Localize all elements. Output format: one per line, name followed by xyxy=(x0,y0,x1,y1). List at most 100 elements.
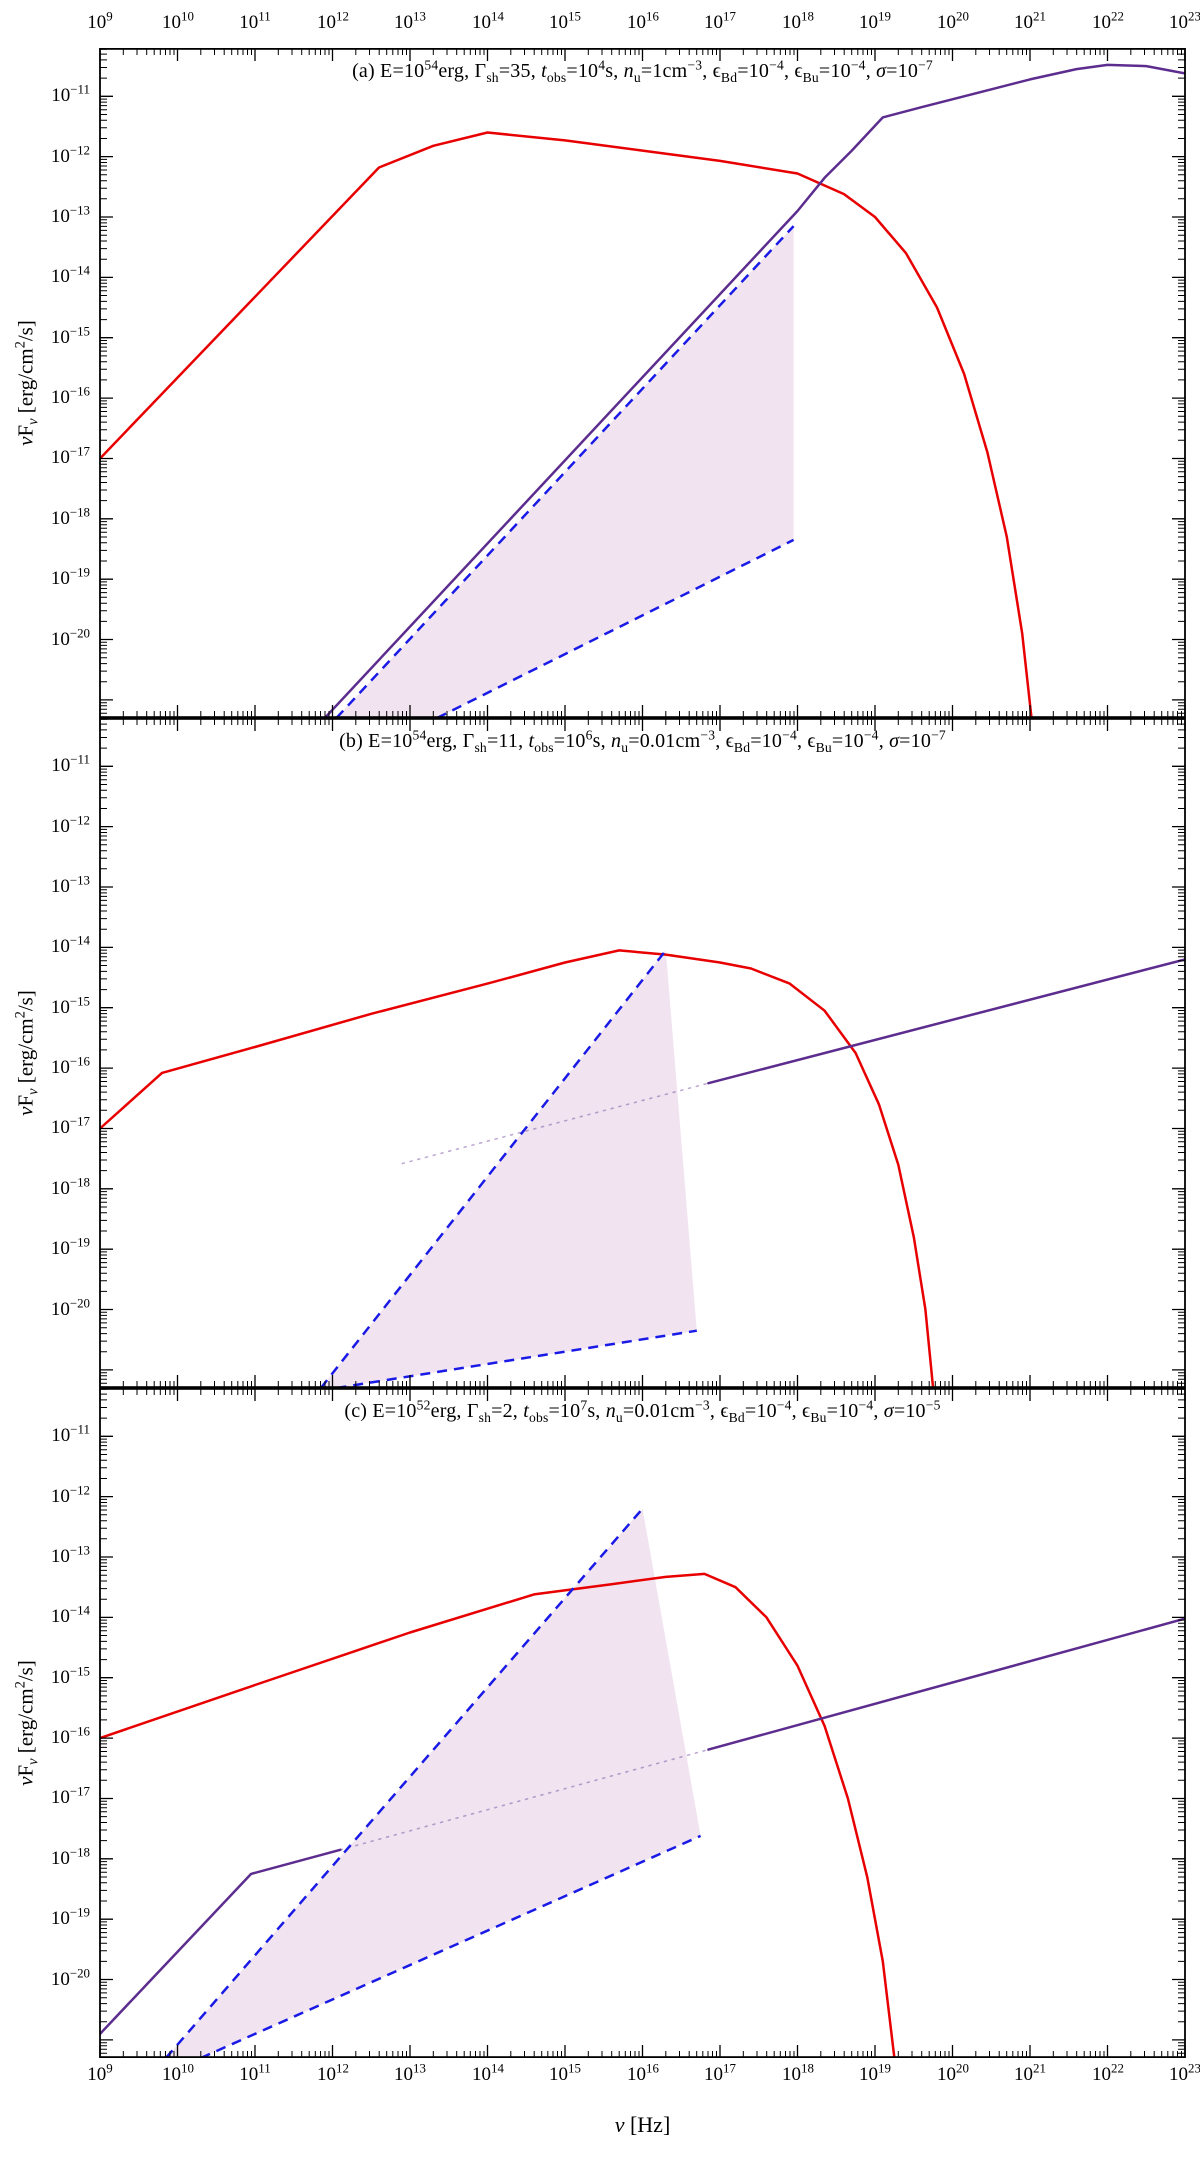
panel-b-plot xyxy=(99,718,1186,1388)
y-tick-label: 10−14 xyxy=(50,1602,90,1627)
x-tick-label: 1014 xyxy=(472,2060,504,2085)
x-tick-label: 1022 xyxy=(1092,2060,1124,2085)
panel-a-plot xyxy=(99,48,1186,718)
y-tick-label: 10−18 xyxy=(50,1844,90,1869)
y-tick-label: 10−20 xyxy=(50,1295,90,1320)
x-tick-label: 1023 xyxy=(1169,8,1200,33)
x-tick-label: 1021 xyxy=(1014,2060,1046,2085)
y-tick-label: 10−16 xyxy=(50,1053,90,1078)
y-tick-label: 10−15 xyxy=(50,993,90,1018)
minor-ticks xyxy=(100,718,1185,1388)
x-tick-label: 1020 xyxy=(937,2060,969,2085)
red-solid-curve xyxy=(100,1572,896,2058)
blue-dashed-lower xyxy=(436,538,795,718)
x-tick-label: 1011 xyxy=(239,2060,271,2085)
y-tick-label: 10−20 xyxy=(50,625,90,650)
y-tick-label: 10−16 xyxy=(50,383,90,408)
x-tick-label: 1013 xyxy=(394,2060,426,2085)
plot-frame xyxy=(99,1388,1186,2058)
x-tick-label: 1010 xyxy=(162,8,194,33)
y-tick-label: 10−13 xyxy=(50,872,90,897)
y-tick-label: 10−13 xyxy=(50,202,90,227)
y-axis-title: νFν [erg/cm2/s] xyxy=(12,320,42,446)
x-tick-label: 1012 xyxy=(317,2060,349,2085)
y-tick-label: 10−18 xyxy=(50,1174,90,1199)
y-tick-label: 10−13 xyxy=(50,1542,90,1567)
x-tick-label: 1012 xyxy=(317,8,349,33)
shaded-region xyxy=(165,1508,701,2058)
blue-dashed-upper xyxy=(319,949,667,1388)
y-tick-label: 10−14 xyxy=(50,262,90,287)
purple-solid-curve-left xyxy=(100,1848,342,2036)
blue-dashed-lower xyxy=(200,1834,702,2058)
x-tick-label: 1018 xyxy=(782,2060,814,2085)
y-tick-label: 10−14 xyxy=(50,932,90,957)
x-tick-label: 109 xyxy=(87,2060,113,2085)
minor-ticks xyxy=(100,48,1185,718)
blue-dashed-upper xyxy=(164,1507,644,2058)
x-tick-label: 1010 xyxy=(162,2060,194,2085)
y-tick-label: 10−17 xyxy=(50,443,90,468)
panel-a: (a) E=1054erg, Γsh=35, tobs=104s, nu=1cm… xyxy=(0,48,1200,718)
x-tick-label: 1014 xyxy=(472,8,504,33)
purple-dotted-faint xyxy=(401,1082,710,1165)
y-tick-label: 10−18 xyxy=(50,504,90,529)
y-tick-label: 10−15 xyxy=(50,1663,90,1688)
x-tick-label: 1015 xyxy=(549,2060,581,2085)
x-tick-label: 1019 xyxy=(859,8,891,33)
shaded-region xyxy=(320,950,697,1388)
x-tick-label: 1011 xyxy=(239,8,271,33)
panel-b: (b) E=1054erg, Γsh=11, tobs=106s, nu=0.0… xyxy=(0,718,1200,1388)
top-axis-tick-labels: 109 1010 1011 1012 1013 1014 1015 1016 1017 1018 1… xyxy=(0,0,1200,48)
plot-frame xyxy=(99,718,1186,1388)
y-tick-label: 10−17 xyxy=(50,1113,90,1138)
y-tick-label: 10−17 xyxy=(50,1783,90,1808)
x-tick-label: 1015 xyxy=(549,8,581,33)
y-axis-title: νFν [erg/cm2/s] xyxy=(12,1660,42,1786)
blue-dashed-lower xyxy=(336,1329,697,1388)
y-tick-label: 10−11 xyxy=(51,751,90,776)
y-tick-label: 10−12 xyxy=(50,1482,90,1507)
panel-title: (b) E=1054erg, Γsh=11, tobs=106s, nu=0.0… xyxy=(339,727,946,755)
y-tick-label: 10−11 xyxy=(51,81,90,106)
minor-ticks xyxy=(100,1388,1185,2058)
y-axis-title: νFν [erg/cm2/s] xyxy=(12,990,42,1116)
bottom-axis-tick-labels: 109 1010 1011 1012 1013 1014 1015 1016 1017 1018 1… xyxy=(0,2058,1200,2104)
red-solid-curve xyxy=(100,131,1033,718)
x-tick-label: 1016 xyxy=(627,8,659,33)
y-tick-label: 10−16 xyxy=(50,1723,90,1748)
x-tick-label: 1021 xyxy=(1014,8,1046,33)
x-tick-label: 109 xyxy=(87,8,113,33)
purple-solid-curve xyxy=(707,958,1185,1085)
purple-solid-curve-right xyxy=(707,1617,1185,1751)
x-tick-label: 1018 xyxy=(782,8,814,33)
x-tick-label: 1019 xyxy=(859,2060,891,2085)
purple-dotted-faint xyxy=(339,1748,710,1851)
y-tick-label: 10−12 xyxy=(50,812,90,837)
blue-dashed-upper xyxy=(335,225,795,718)
x-tick-label: 1017 xyxy=(704,8,736,33)
x-tick-label: 1017 xyxy=(704,2060,736,2085)
purple-solid-curve xyxy=(323,63,1185,718)
x-tick-label: 1016 xyxy=(627,2060,659,2085)
y-tick-label: 10−19 xyxy=(50,564,90,589)
panel-title: (c) E=1052erg, Γsh=2, tobs=107s, nu=0.01… xyxy=(344,1397,941,1425)
red-solid-curve xyxy=(100,949,935,1388)
x-tick-label: 1013 xyxy=(394,8,426,33)
panel-c: (c) E=1052erg, Γsh=2, tobs=107s, nu=0.01… xyxy=(0,1388,1200,2058)
y-tick-label: 10−19 xyxy=(50,1904,90,1929)
panel-title: (a) E=1054erg, Γsh=35, tobs=104s, nu=1cm… xyxy=(352,57,933,85)
panel-c-plot xyxy=(99,1388,1186,2058)
plot-frame xyxy=(99,48,1186,718)
major-ticks xyxy=(99,48,1186,718)
y-tick-label: 10−11 xyxy=(51,1421,90,1446)
y-tick-label: 10−20 xyxy=(50,1965,90,1990)
y-tick-label: 10−19 xyxy=(50,1234,90,1259)
x-tick-label: 1020 xyxy=(937,8,969,33)
x-tick-label: 1023 xyxy=(1169,2060,1200,2085)
y-tick-label: 10−15 xyxy=(50,323,90,348)
y-tick-label: 10−12 xyxy=(50,142,90,167)
x-axis-title: ν [Hz] xyxy=(614,2112,671,2137)
shaded-region xyxy=(336,226,794,718)
